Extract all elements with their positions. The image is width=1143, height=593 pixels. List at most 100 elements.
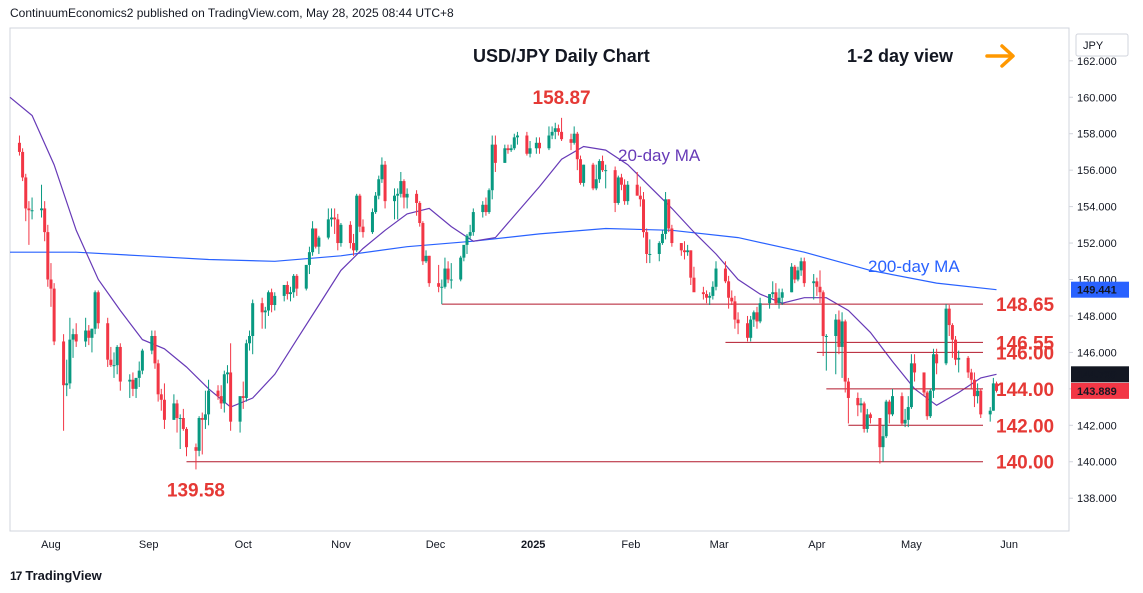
- y-tick-label: 138.000: [1077, 493, 1117, 505]
- tradingview-brand: TradingView: [25, 568, 102, 583]
- candle-body: [935, 354, 939, 364]
- candle-body: [84, 330, 88, 342]
- candle-body: [604, 170, 608, 172]
- candle-body: [462, 244, 466, 258]
- candle-body: [692, 277, 696, 293]
- candle-body: [569, 139, 573, 143]
- candle-body: [355, 195, 359, 251]
- candle-body: [405, 193, 409, 198]
- candle-body: [812, 281, 816, 284]
- price-tag-box: [1071, 281, 1129, 298]
- right-arrow-icon: [985, 44, 1015, 68]
- candle-body: [71, 334, 75, 340]
- candle-body: [957, 357, 961, 360]
- candle-body: [506, 148, 510, 151]
- candle-body: [468, 232, 472, 236]
- candle-body: [979, 390, 983, 415]
- candle-body: [137, 370, 141, 378]
- price-tag-label: 149.441: [1077, 285, 1117, 297]
- candle-body: [216, 390, 220, 397]
- candle-body: [922, 372, 926, 393]
- candle-body: [87, 330, 91, 338]
- candle-body: [635, 184, 639, 196]
- candle-body: [701, 292, 705, 295]
- extreme-label: 139.58: [167, 480, 225, 501]
- candle-body: [755, 312, 759, 322]
- candle-body: [840, 321, 844, 347]
- y-tick-label: 142.000: [1077, 420, 1117, 432]
- candle-body: [150, 335, 154, 351]
- x-tick-label: Feb: [621, 539, 640, 551]
- tradingview-footer[interactable]: 17 TradingView: [10, 568, 102, 583]
- candle-body: [27, 208, 31, 211]
- candle-body: [219, 396, 223, 404]
- candle-body: [377, 179, 381, 196]
- candle-body: [597, 161, 601, 180]
- candle-body: [118, 346, 122, 382]
- price-tag-label: 143.889: [1077, 386, 1117, 398]
- candle-body: [856, 397, 860, 406]
- candle-body: [361, 226, 365, 233]
- candle-body: [17, 142, 21, 152]
- candle-body: [824, 335, 828, 337]
- candle-body: [834, 319, 838, 336]
- candle-body: [560, 131, 564, 140]
- candle-body: [493, 144, 497, 163]
- candle-body: [229, 372, 233, 422]
- candle-body: [241, 396, 245, 398]
- candle-body: [329, 217, 333, 220]
- candle-body: [859, 403, 863, 406]
- candle-body: [944, 308, 948, 364]
- y-tick-label: 162.000: [1077, 56, 1117, 68]
- candle-body: [538, 142, 541, 149]
- candle-body: [550, 131, 554, 136]
- candle-body: [203, 414, 207, 420]
- candle-body: [49, 279, 53, 289]
- candle-body: [194, 447, 198, 451]
- candle-body: [837, 319, 841, 347]
- candle-body: [225, 372, 229, 375]
- candle-body: [348, 224, 352, 244]
- level-label: 140.00: [996, 453, 1054, 474]
- x-tick-label: Sep: [139, 539, 159, 551]
- candle-body: [991, 383, 995, 411]
- currency-label: JPY: [1083, 40, 1104, 52]
- candle-body: [449, 279, 453, 281]
- candle-body: [418, 202, 422, 224]
- candle-body: [821, 292, 825, 336]
- candle-body: [578, 159, 582, 183]
- candle-body: [326, 219, 330, 238]
- x-tick-label: Apr: [808, 539, 825, 551]
- candle-body: [427, 255, 431, 284]
- currency-box[interactable]: [1075, 33, 1129, 57]
- candle-body: [115, 346, 119, 366]
- candle-body: [594, 179, 598, 189]
- candle-body: [484, 204, 488, 213]
- candle-body: [913, 363, 917, 373]
- level-label: 148.65: [996, 295, 1055, 316]
- x-tick-label: Oct: [235, 539, 252, 551]
- candle-body: [93, 292, 97, 329]
- candle-body: [906, 407, 910, 420]
- candle-body: [881, 436, 885, 448]
- candle-body: [207, 390, 211, 415]
- candle-body: [487, 190, 491, 213]
- candle-body: [393, 195, 397, 202]
- candle-body: [178, 418, 182, 420]
- candle-body: [490, 144, 494, 191]
- candle-body: [966, 357, 970, 373]
- candle-body: [159, 394, 163, 400]
- candle-body: [582, 164, 586, 183]
- candle-body: [266, 292, 270, 311]
- ma200-line: [10, 227, 997, 291]
- candle-body: [172, 403, 176, 420]
- y-tick-label: 156.000: [1077, 165, 1117, 177]
- candle-body: [667, 199, 671, 229]
- candle-body: [601, 161, 605, 171]
- ma200-label: 200-day MA: [868, 257, 960, 276]
- candle-body: [534, 142, 538, 149]
- candle-body: [689, 250, 693, 278]
- candle-body: [705, 294, 709, 298]
- candle-body: [682, 250, 686, 253]
